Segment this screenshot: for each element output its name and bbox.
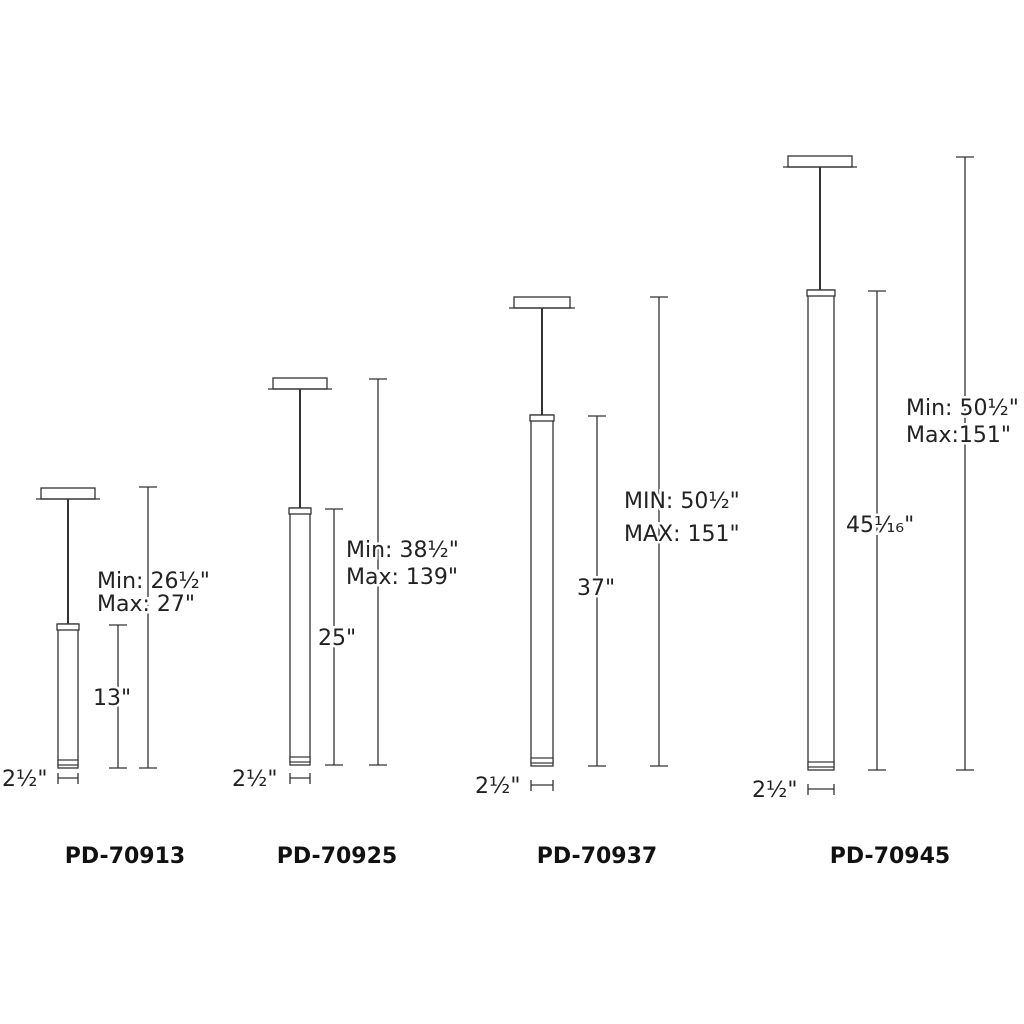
- tube-bottom-band: [807, 761, 835, 768]
- canopy: [40, 487, 96, 500]
- model-number: PD-70925: [277, 844, 397, 869]
- pendant-tube: [530, 414, 554, 767]
- tube-top-cap: [56, 623, 80, 631]
- model-number: PD-70937: [537, 844, 657, 869]
- tube-top-cap: [529, 414, 555, 422]
- fixture-pd-70925: Min: 38½"Max: 139" 25" 2½" PD-70925: [230, 377, 461, 869]
- tube-bottom-band: [57, 759, 79, 766]
- min-length-label: Min: 26½": [97, 569, 210, 594]
- fixture-pd-70945: Min: 50½"Max:151" 45¹⁄₁₆" 2½" PD-70945: [750, 155, 1021, 869]
- canopy: [513, 296, 571, 309]
- tube-height-label: 45¹⁄₁₆": [846, 513, 914, 538]
- tube-height-label: 37": [577, 576, 615, 601]
- max-length-label: MAX: 151": [624, 522, 740, 547]
- width-label: 2½": [232, 767, 277, 792]
- canopy: [787, 155, 853, 168]
- fixture-pd-70913: Min: 26½"Max: 27" 13" 2½" PD-70913: [0, 486, 212, 869]
- tube-height-label: 25": [318, 626, 356, 651]
- max-length-label: Max:151": [906, 423, 1011, 448]
- fixture-pd-70937: MIN: 50½" MAX: 151" 37" 2½" PD-70937: [473, 296, 742, 869]
- model-number: PD-70945: [830, 844, 950, 869]
- max-length-label: Max: 27": [97, 592, 195, 617]
- min-length-label: Min: 38½": [346, 538, 459, 563]
- width-label: 2½": [752, 778, 797, 803]
- width-label: 2½": [2, 767, 47, 792]
- min-length-label: Min: 50½": [906, 396, 1019, 421]
- pendant-tube: [57, 623, 79, 769]
- min-length-label: MIN: 50½": [624, 489, 740, 514]
- pendant-tube: [289, 507, 311, 766]
- max-length-label: Max: 139": [346, 565, 458, 590]
- model-number: PD-70913: [65, 844, 185, 869]
- tube-top-cap: [806, 289, 836, 297]
- canopy: [272, 377, 328, 390]
- tube-height-label: 13": [93, 686, 131, 711]
- tube-bottom-band: [530, 757, 554, 764]
- width-label: 2½": [475, 774, 520, 799]
- tube-bottom-band: [289, 756, 311, 763]
- tube-top-cap: [288, 507, 312, 515]
- pendant-tube: [807, 289, 835, 771]
